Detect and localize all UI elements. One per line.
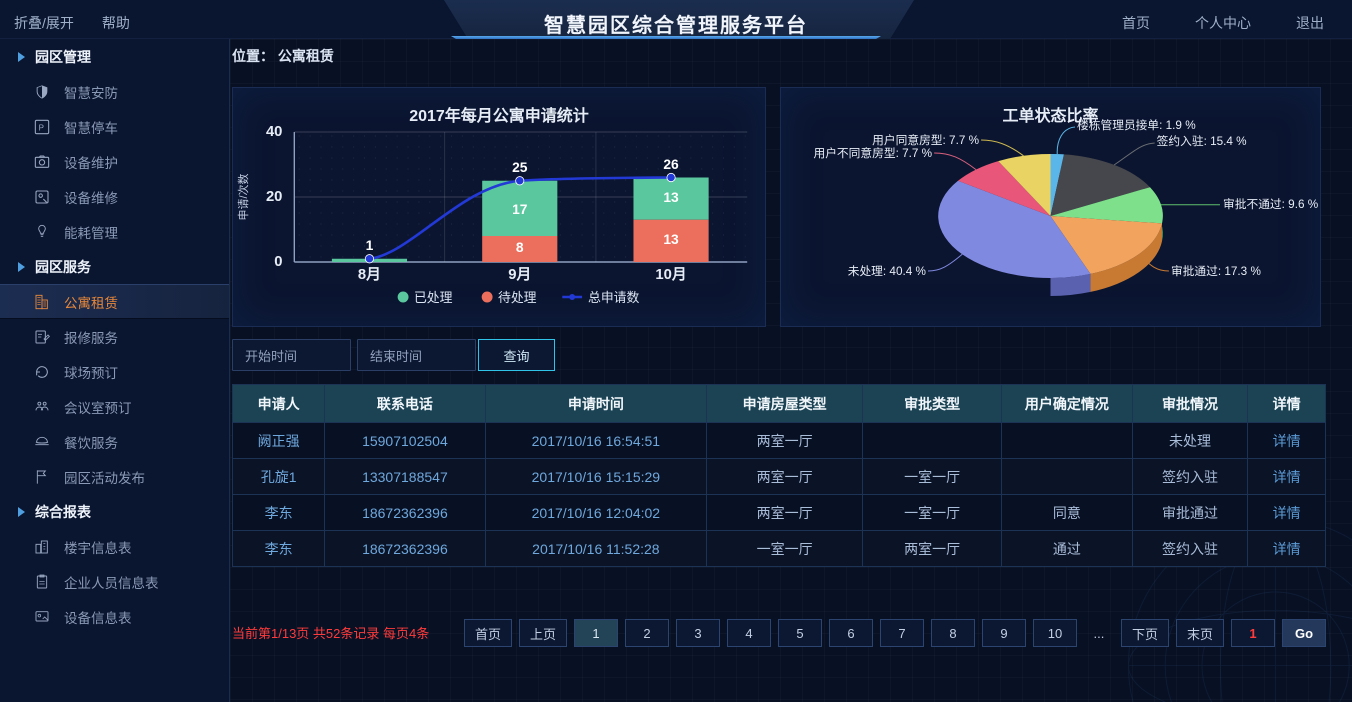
svg-text:未处理: 40.4 %: 未处理: 40.4 % [848,265,926,278]
svg-text:楼栋管理员接单: 1.9 %: 楼栋管理员接单: 1.9 % [1077,118,1196,132]
svg-text:10月: 10月 [655,266,686,283]
svg-text:9月: 9月 [508,266,531,283]
svg-text:26: 26 [663,156,679,172]
svg-text:17: 17 [512,201,528,217]
svg-text:审批不通过: 9.6 %: 审批不通过: 9.6 % [1223,197,1318,211]
svg-text:20: 20 [266,189,283,205]
svg-text:总申请数: 总申请数 [588,290,639,305]
svg-text:用户不同意房型: 7.7 %: 用户不同意房型: 7.7 % [813,146,932,160]
svg-text:40: 40 [266,124,283,140]
svg-text:签约入驻: 15.4 %: 签约入驻: 15.4 % [1157,134,1247,148]
svg-text:8: 8 [516,239,524,255]
svg-text:申请/次数: 申请/次数 [236,173,250,220]
svg-text:P: P [39,123,44,132]
svg-text:25: 25 [512,159,528,175]
svg-text:已处理: 已处理 [414,290,453,305]
svg-text:审批通过: 17.3 %: 审批通过: 17.3 % [1171,264,1261,278]
svg-text:1: 1 [366,237,374,253]
svg-text:用户同意房型: 7.7 %: 用户同意房型: 7.7 % [872,133,979,147]
svg-text:8月: 8月 [358,266,381,283]
svg-text:13: 13 [663,189,679,205]
svg-text:0: 0 [274,254,282,270]
svg-text:待处理: 待处理 [498,290,537,305]
svg-text:13: 13 [663,231,679,247]
